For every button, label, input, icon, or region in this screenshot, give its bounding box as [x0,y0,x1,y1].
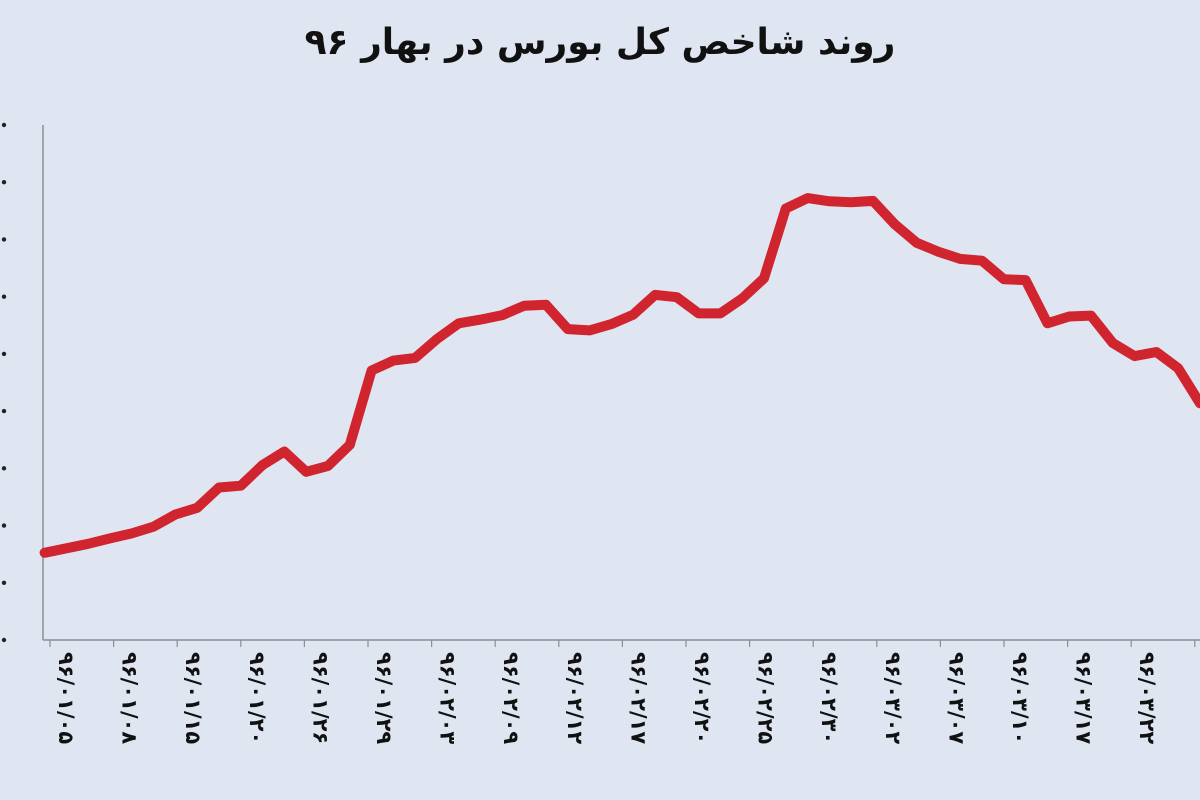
y-tick-mark [1,180,7,185]
y-tick-mark [1,351,7,357]
x-tick-label: ۹۶/۰۱/۱۵ [181,652,205,744]
x-tick-label: ۹۶/۰۱/۲۰ [245,652,269,744]
x-tick-label: ۹۶/۰۳/۲۷ [1199,652,1200,744]
x-tick-label: ۹۶/۰۲/۱۲ [563,652,587,744]
x-tick-label: ۹۶/۰۲/۲۵ [754,652,778,744]
x-tick-label: ۹۶/۰۱/۰۸ [118,652,142,744]
y-tick-mark [1,408,7,414]
x-tick-label: ۹۶/۰۲/۰۹ [499,652,523,744]
series-line [39,193,1200,558]
y-tick-mark [1,237,7,242]
x-tick-label: ۹۶/۰۲/۰۳ [436,652,460,744]
x-tick-label: ۹۶/۰۳/۰۲ [881,652,905,744]
y-tick-mark [1,294,7,299]
x-tick-label: ۹۶/۰۳/۱۰ [1008,652,1032,744]
x-tick-label: ۹۶/۰۱/۰۵ [54,652,78,744]
y-tick-mark [1,466,7,471]
x-tick-label: ۹۶/۰۳/۰۷ [944,652,968,744]
x-tick-label: ۹۶/۰۳/۱۷ [1072,652,1096,744]
chart-title: روند شاخص کل بورس در بهار ۹۶ [304,22,896,63]
x-tick-label: ۹۶/۰۳/۲۲ [1135,652,1159,744]
x-tick-label: ۹۶/۰۱/۲۶ [308,652,332,744]
x-tick-label: ۹۶/۰۲/۱۷ [626,652,650,744]
x-tick-label: ۹۶/۰۲/۲۰ [690,652,714,744]
x-tick-label: ۹۶/۰۱/۲۹ [372,652,396,744]
y-tick-mark [1,122,7,128]
x-tick-label: ۹۶/۰۲/۳۰ [817,652,841,744]
y-tick-mark [1,637,7,643]
y-tick-mark [1,523,7,528]
y-tick-mark [1,580,7,585]
